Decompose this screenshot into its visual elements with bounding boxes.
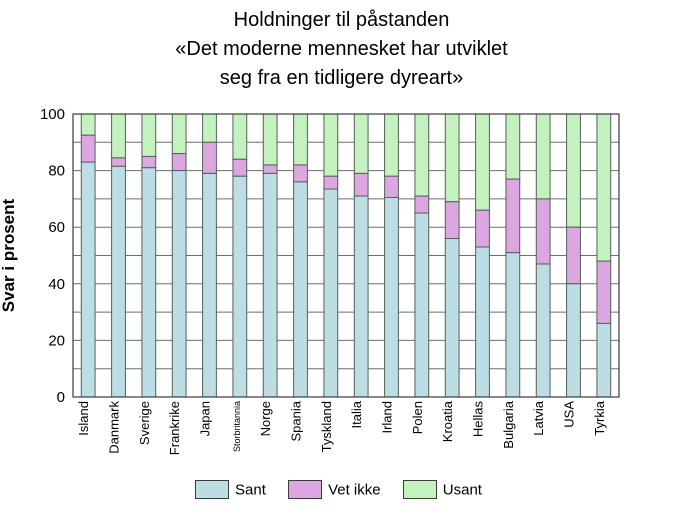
svg-text:USA: USA (562, 401, 577, 428)
svg-text:100: 100 (40, 106, 65, 123)
svg-text:Frankrike: Frankrike (167, 401, 182, 455)
svg-text:Norge: Norge (258, 401, 273, 436)
svg-text:Storbritannia: Storbritannia (232, 401, 242, 452)
svg-text:Tyskland: Tyskland (319, 401, 334, 452)
svg-text:Island: Island (76, 401, 91, 436)
svg-text:Tyrkia: Tyrkia (592, 400, 607, 435)
svg-text:Latvia: Latvia (531, 400, 546, 435)
svg-text:Hellas: Hellas (471, 401, 486, 438)
svg-text:Bulgaria: Bulgaria (501, 400, 516, 448)
svg-text:Spania: Spania (289, 400, 304, 441)
svg-text:Svar i prosent: Svar i prosent (0, 198, 18, 312)
svg-text:Italia: Italia (349, 400, 364, 428)
svg-text:60: 60 (48, 219, 65, 236)
svg-text:Polen: Polen (410, 401, 425, 434)
svg-text:0: 0 (57, 389, 65, 406)
svg-text:Sverige: Sverige (137, 401, 152, 445)
svg-text:20: 20 (48, 332, 65, 349)
svg-text:Japan: Japan (198, 401, 213, 436)
svg-text:Danmark: Danmark (107, 401, 122, 454)
svg-text:Kroatia: Kroatia (440, 400, 455, 442)
svg-text:80: 80 (48, 163, 65, 180)
svg-text:40: 40 (48, 276, 65, 293)
svg-text:Irland: Irland (380, 401, 395, 434)
